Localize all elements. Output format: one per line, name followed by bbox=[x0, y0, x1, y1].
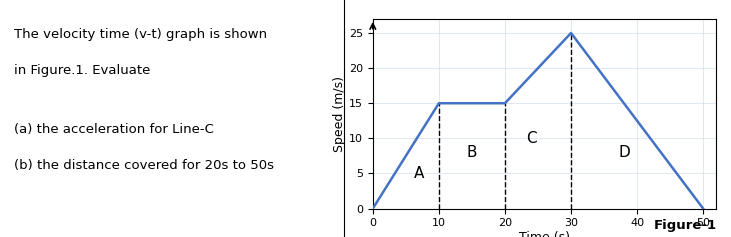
Text: C: C bbox=[526, 131, 537, 146]
Text: (a) the acceleration for Line-C: (a) the acceleration for Line-C bbox=[14, 123, 213, 136]
Text: in Figure.1. Evaluate: in Figure.1. Evaluate bbox=[14, 64, 150, 77]
Text: Figure-1: Figure-1 bbox=[654, 219, 716, 232]
Text: The velocity time (v-t) graph is shown: The velocity time (v-t) graph is shown bbox=[14, 28, 267, 41]
Text: A: A bbox=[414, 166, 424, 181]
Text: D: D bbox=[618, 145, 629, 160]
X-axis label: Time (s): Time (s) bbox=[519, 231, 570, 237]
Text: (b) the distance covered for 20s to 50s: (b) the distance covered for 20s to 50s bbox=[14, 159, 273, 172]
Y-axis label: Speed (m/s): Speed (m/s) bbox=[333, 76, 346, 152]
Text: B: B bbox=[466, 145, 477, 160]
